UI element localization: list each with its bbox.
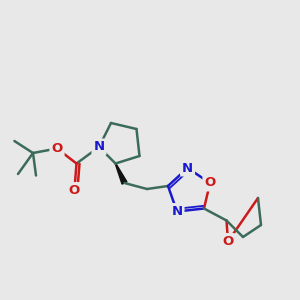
Text: O: O [51,142,63,155]
Text: N: N [182,161,193,175]
Polygon shape [115,164,127,184]
Text: O: O [69,184,80,197]
Text: N: N [171,205,183,218]
Text: O: O [204,176,216,190]
Text: O: O [222,235,234,248]
Text: N: N [93,140,105,154]
